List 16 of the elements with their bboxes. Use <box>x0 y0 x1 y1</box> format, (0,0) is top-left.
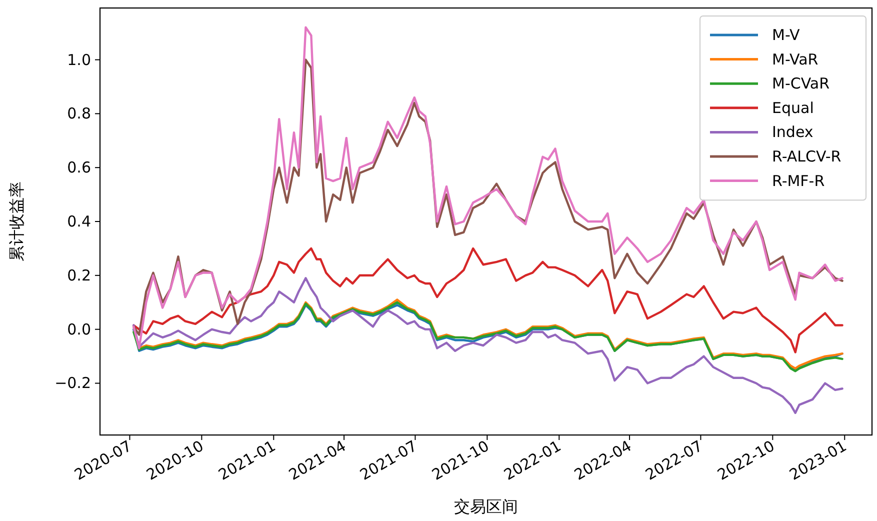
y-tick-label: 0.2 <box>67 266 91 284</box>
legend-label: M-CVaR <box>772 74 830 93</box>
legend-label: Equal <box>772 98 814 117</box>
legend-label: R-ALCV-R <box>772 148 842 166</box>
y-tick-label: 0.8 <box>67 104 91 123</box>
y-axis-title: 累计收益率 <box>7 182 26 262</box>
y-tick-label: 0.4 <box>67 212 91 230</box>
x-axis-title: 交易区间 <box>454 497 518 516</box>
y-tick-label: 0.0 <box>67 320 91 338</box>
legend-label: Index <box>772 123 814 142</box>
y-tick-label: 1.0 <box>67 50 91 69</box>
y-tick-label: −0.2 <box>54 374 91 392</box>
y-tick-label: 0.6 <box>67 158 91 177</box>
legend-label: M-V <box>772 26 800 44</box>
legend-label: R-MF-R <box>772 172 825 190</box>
legend-label: M-VaR <box>772 50 818 68</box>
